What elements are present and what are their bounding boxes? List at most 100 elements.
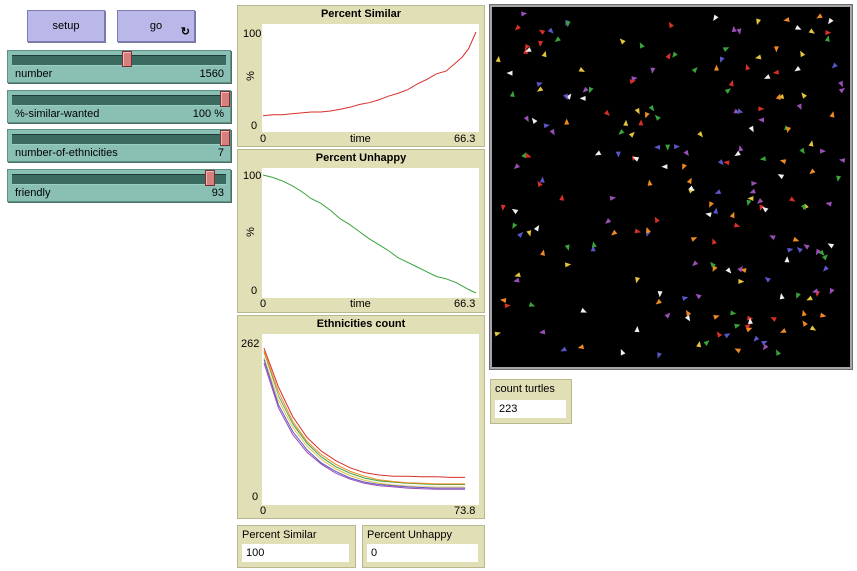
- turtle: [579, 95, 586, 101]
- turtle: [668, 21, 675, 29]
- turtle: [495, 55, 501, 63]
- turtle: [712, 238, 717, 245]
- turtle: [796, 103, 802, 110]
- turtle: [820, 148, 827, 154]
- slider-track[interactable]: [12, 95, 226, 106]
- turtle: [523, 115, 529, 123]
- turtle: [697, 131, 703, 138]
- turtle: [654, 114, 661, 121]
- slider-value: 1560: [199, 68, 224, 80]
- turtle: [772, 69, 780, 75]
- turtle: [719, 56, 725, 63]
- turtle: [716, 331, 723, 338]
- turtle: [657, 352, 662, 359]
- slider-handle[interactable]: [220, 91, 230, 107]
- turtle: [800, 50, 806, 58]
- turtle: [564, 118, 570, 125]
- turtle: [802, 309, 807, 317]
- turtle: [776, 349, 781, 356]
- series-line-6: [263, 350, 466, 485]
- similar-wanted-slider[interactable]: %-similar-wanted 100 %: [7, 90, 231, 123]
- turtle: [500, 297, 507, 303]
- turtle: [655, 298, 662, 305]
- y-min-label: 0: [252, 491, 259, 503]
- turtle: [619, 38, 626, 45]
- turtle: [514, 24, 521, 31]
- turtle: [512, 222, 518, 230]
- turtle: [751, 181, 758, 187]
- turtle: [525, 153, 532, 158]
- turtle: [796, 246, 803, 253]
- turtle: [770, 317, 777, 322]
- percent-similar-chart: [262, 31, 477, 117]
- slider-handle[interactable]: [205, 170, 215, 186]
- turtle: [809, 168, 816, 175]
- turtle: [738, 145, 744, 152]
- turtle: [828, 17, 834, 25]
- number-of-ethnicities-slider[interactable]: number-of-ethnicities 7: [7, 129, 231, 162]
- y-min-label: 0: [251, 120, 258, 132]
- world-view[interactable]: [489, 4, 853, 370]
- slider-value: 100 %: [192, 108, 224, 120]
- turtle: [521, 151, 527, 159]
- turtle: [792, 236, 800, 242]
- turtle: [562, 93, 568, 100]
- turtle: [578, 66, 586, 73]
- turtle: [681, 296, 689, 302]
- turtle: [829, 287, 835, 295]
- turtle: [554, 36, 561, 43]
- slider-track[interactable]: [12, 55, 226, 66]
- turtle: [540, 249, 545, 256]
- turtle: [800, 203, 806, 211]
- turtle: [686, 309, 692, 317]
- turtle: [734, 150, 741, 157]
- turtle: [713, 207, 719, 214]
- turtle: [536, 82, 543, 87]
- turtle: [591, 241, 597, 248]
- turtle: [734, 348, 741, 354]
- turtle: [763, 74, 771, 79]
- turtle: [712, 265, 718, 272]
- friendly-slider[interactable]: friendly 93: [7, 169, 231, 202]
- slider-value: 93: [211, 187, 224, 199]
- turtle: [710, 261, 716, 269]
- turtle: [758, 106, 765, 112]
- turtle: [536, 86, 544, 92]
- turtle: [537, 180, 543, 188]
- slider-track[interactable]: [12, 174, 226, 185]
- turtle: [632, 156, 640, 162]
- monitor-label: Percent Unhappy: [367, 529, 452, 541]
- turtles-canvas: [494, 11, 846, 359]
- plot-area: [262, 334, 479, 505]
- turtle: [736, 108, 744, 113]
- turtle: [590, 245, 596, 252]
- turtle: [745, 327, 753, 333]
- ethnicities-count-chart: [263, 348, 466, 490]
- turtle: [756, 18, 761, 25]
- slider-label: number-of-ethnicities: [15, 147, 118, 159]
- go-button[interactable]: go ↻: [117, 10, 195, 42]
- turtle: [525, 47, 532, 52]
- count-turtles-monitor: count turtles 223: [490, 379, 572, 424]
- slider-handle[interactable]: [122, 51, 132, 67]
- turtle: [539, 176, 545, 183]
- monitor-value: 100: [242, 544, 349, 562]
- turtle: [538, 40, 544, 47]
- turtle: [779, 328, 787, 333]
- series-line-0: [263, 348, 466, 478]
- series-line-5: [263, 354, 466, 487]
- turtle: [777, 174, 785, 180]
- plot-title: Percent Similar: [320, 8, 402, 20]
- slider-label: number: [15, 68, 53, 80]
- slider-track[interactable]: [12, 134, 226, 145]
- go-label: go: [149, 20, 163, 32]
- slider-handle[interactable]: [220, 130, 230, 146]
- setup-button[interactable]: setup: [27, 10, 105, 42]
- turtle: [747, 317, 753, 324]
- turtle: [703, 340, 710, 346]
- turtle: [801, 92, 808, 99]
- turtle: [620, 348, 626, 356]
- monitor-value: 223: [495, 400, 566, 418]
- turtle: [714, 189, 722, 194]
- number-slider[interactable]: number 1560: [7, 50, 231, 83]
